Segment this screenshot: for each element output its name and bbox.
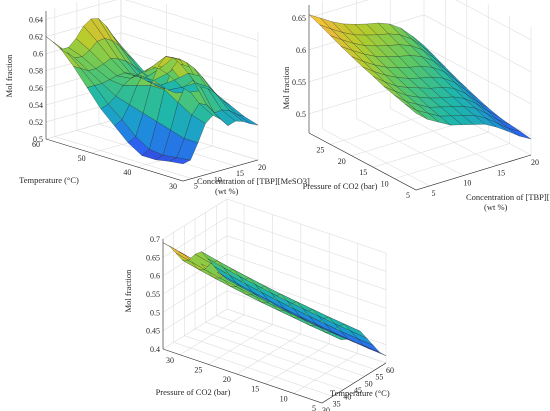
y-tick-label: 60 [32, 140, 40, 149]
z-tick-label: 0.65 [292, 14, 306, 23]
x-axis-label: Temperature (°C) [330, 388, 390, 398]
x-tick-label: 35 [333, 399, 341, 408]
z-tick-label: 0.5 [33, 135, 43, 144]
surface-patch [236, 114, 259, 126]
z-axis-label: Mol fraction [281, 66, 291, 109]
y-tick-label: 30 [166, 356, 174, 365]
z-tick-label: 0.62 [29, 33, 43, 42]
plot-concentration-temperature: 0.5 0.52 0.54 0.56 0.58 0.6 0.62 0.64 5 10 15 20 30 4… [4, 0, 310, 196]
y-tick-label: 20 [338, 157, 346, 166]
x-tick-label: 40 [343, 393, 351, 402]
x-tick-label: 20 [258, 163, 266, 172]
tick-labels: 0.5 0.55 0.6 0.65 5 10 15 20 5 10 15 20 25 [292, 14, 539, 200]
y-tick-label: 25 [316, 145, 324, 154]
y-tick-label: 25 [194, 365, 202, 374]
z-tick-label: 0.4 [150, 345, 160, 354]
y-tick-label: 10 [381, 180, 389, 189]
y-tick-label: 5 [312, 404, 316, 411]
z-tick-label: 0.58 [29, 67, 43, 76]
z-axis-label: Mol fraction [123, 269, 133, 312]
z-tick-label: 0.5 [150, 308, 160, 317]
y-tick-label: 5 [406, 191, 410, 200]
x-tick-label: 5 [194, 182, 198, 191]
y-axis-label: Pressure of CO2 (bar) [303, 181, 378, 191]
tick-labels: 0.5 0.52 0.54 0.56 0.58 0.6 0.62 0.64 5 10 15 20 30 4… [29, 16, 266, 191]
surface-patch [508, 128, 532, 140]
x-tick-label: 20 [531, 158, 539, 167]
z-tick-label: 0.64 [29, 16, 43, 25]
axis-lines [308, 5, 532, 191]
y-tick-label: 15 [359, 168, 367, 177]
axis-lines [45, 11, 259, 182]
x-tick-label: 30 [322, 406, 330, 411]
y-tick-label: 15 [251, 385, 259, 394]
surface [45, 18, 259, 165]
axis-lines [162, 239, 387, 404]
z-tick-label: 0.54 [29, 101, 43, 110]
z-tick-label: 0.56 [29, 84, 43, 93]
x-tick-label: 15 [497, 168, 505, 177]
surface [162, 242, 387, 356]
y-axis-label: Pressure of CO2 (bar) [156, 387, 231, 397]
y-tick-label: 50 [78, 154, 86, 163]
y-tick-label: 30 [169, 182, 177, 191]
x-tick-label: 5 [432, 189, 436, 198]
x-tick-label: 45 [354, 386, 362, 395]
y-tick-label: 20 [223, 375, 231, 384]
plot-temperature-pressure: 0.40.450.50.550.60.650.73035404550556051… [123, 198, 394, 411]
x-tick-label: 10 [463, 179, 471, 188]
x-axis-label: Concentration of [TBP][MeSO3](wt %) [466, 192, 550, 212]
z-tick-label: 0.6 [33, 50, 43, 59]
z-tick-label: 0.6 [296, 46, 306, 55]
x-tick-label: 55 [375, 373, 383, 382]
y-axis-label: Temperature (°C) [19, 175, 79, 185]
z-axis-label: Mol fraction [4, 54, 14, 97]
z-tick-label: 0.5 [296, 110, 306, 119]
x-axis-label: Concentration of [TBP][MeSO3](wt %) [197, 176, 310, 196]
z-tick-label: 0.55 [292, 78, 306, 87]
x-tick-label: 50 [365, 379, 373, 388]
z-tick-label: 0.7 [150, 235, 160, 244]
z-tick-label: 0.45 [146, 327, 160, 336]
tick-labels: 0.40.450.50.550.60.650.73035404550556051… [146, 235, 394, 411]
x-tick-label: 10 [214, 175, 222, 184]
z-tick-label: 0.52 [29, 118, 43, 127]
y-tick-label: 40 [123, 168, 131, 177]
x-tick-label: 15 [236, 169, 244, 178]
z-tick-label: 0.6 [150, 272, 160, 281]
z-tick-label: 0.55 [146, 290, 160, 299]
surface-patch [169, 245, 192, 263]
z-tick-label: 0.65 [146, 253, 160, 262]
surface [308, 14, 532, 140]
surface-patch [363, 345, 387, 356]
y-tick-label: 10 [280, 394, 288, 403]
plot-concentration-pressure: 0.5 0.55 0.6 0.65 5 10 15 20 5 10 15 20 25 Concentrat… [281, 0, 550, 212]
x-tick-label: 60 [386, 366, 394, 375]
